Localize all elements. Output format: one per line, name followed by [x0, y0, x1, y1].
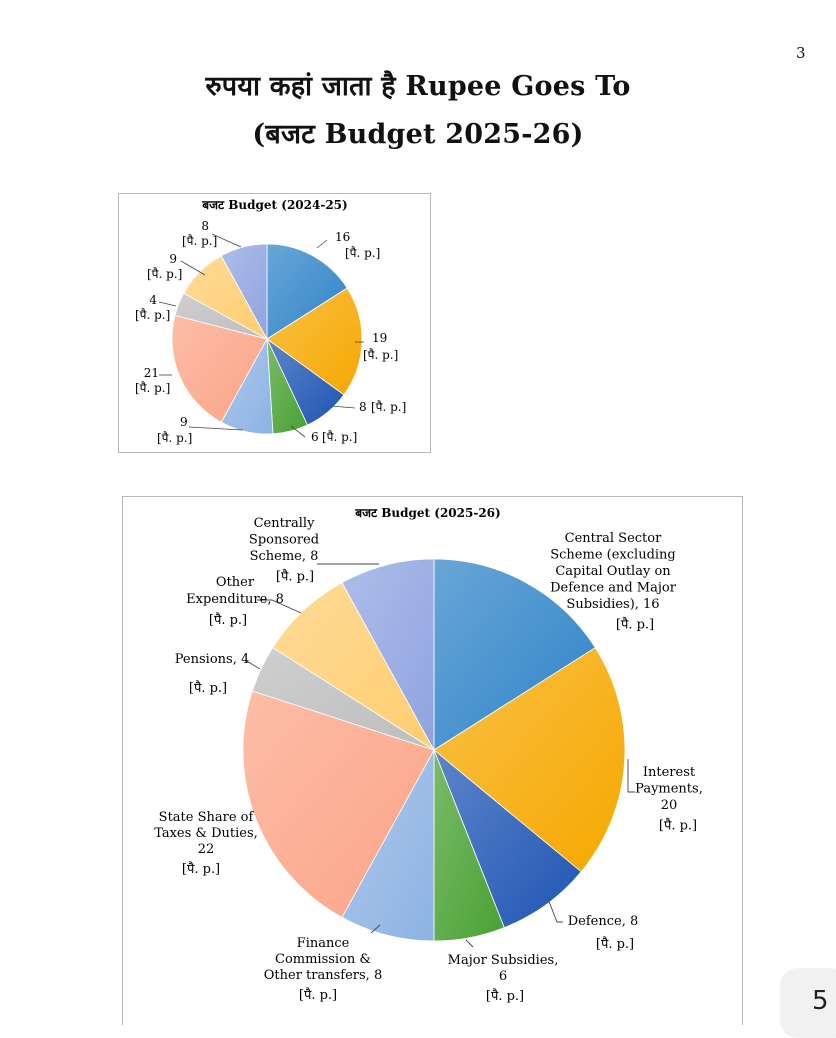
slice-label-1-line-6: [पै. p.] [616, 617, 654, 633]
slice-label-3: Defence, 8 [पै. p.] [568, 914, 639, 952]
pie-slice-9 [220, 243, 268, 340]
slice-label-9-line-1: Centrally [254, 516, 316, 531]
slice-label-4: Major Subsidies,6 [पै. p.] [448, 953, 559, 1004]
slice-label-1-line-4: Defence and Major [550, 581, 677, 596]
slice-label-5-line-4: [पै. p.] [299, 987, 337, 1003]
pie-chart-2024-25: बजट Budget (2024-25) 16 [पै. p.] 19 [पै. p.… [135, 198, 406, 445]
slice-label-5-line-3: Other transfers, 8 [264, 968, 382, 983]
leader-line-7 [244, 659, 261, 670]
slice-value-label-6: 21 [144, 366, 159, 380]
page-subtitle: (बजट Budget 2025-26) [252, 119, 584, 150]
slice-unit-label-3: [पै. p.] [371, 400, 406, 414]
slice-unit-label-4: [पै. p.] [322, 430, 357, 444]
pie-slice-2 [433, 647, 626, 873]
slice-label-5-line-1: Finance [297, 936, 350, 951]
slice-label-6-line-4: [पै. p.] [182, 861, 220, 877]
slice-label-5-line-2: Commission & [275, 952, 371, 967]
pie-slice-9 [341, 558, 435, 751]
slice-label-3-line-1: Defence, 8 [568, 914, 639, 929]
slice-unit-label-6: [पै. p.] [135, 381, 170, 395]
leader-line-4 [465, 939, 474, 948]
slice-label-2-line-2: Payments, [635, 782, 703, 797]
slice-label-8: Other Expenditure, 8 [पै. p.] [186, 575, 284, 628]
pie-chart-2025-26: बजट Budget (2025-26) Central Sector Schem… [154, 506, 703, 1004]
slice-label-2-line-1: Interest [643, 765, 696, 780]
slice-label-6-line-3: 22 [198, 842, 215, 857]
slice-value-label-8: 9 [169, 252, 177, 266]
pie-slice-3 [433, 749, 582, 929]
leader-line-3 [547, 898, 563, 923]
page-badge: 5 [780, 968, 836, 1038]
slice-label-8-line-2: Expenditure, 8 [186, 592, 284, 607]
slice-value-label-4: 6 [311, 430, 319, 444]
slice-label-1-line-2: Scheme (excluding [550, 548, 676, 563]
leader-line-8 [257, 599, 302, 614]
slice-label-6-line-1: State Share of [159, 810, 255, 825]
leader-line-1 [316, 239, 328, 249]
slice-unit-label-8: [पै. p.] [147, 267, 182, 281]
pie-slice-1 [266, 243, 348, 340]
chart-title-2024-25: बजट Budget (2024-25) [201, 198, 347, 212]
leader-line-5 [370, 924, 381, 934]
slice-label-3-line-2: [पै. p.] [596, 936, 634, 952]
slice-label-1-line-3: Capital Outlay on [555, 564, 671, 579]
slice-value-label-1: 16 [335, 230, 350, 244]
chart-2024-25-panel: बजट Budget (2024-25) 16 [पै. p.] 19 [पै. p.… [118, 193, 431, 453]
slice-label-8-line-3: [पै. p.] [209, 612, 247, 628]
slice-label-1-line-1: Central Sector [565, 531, 662, 546]
slice-label-7-line-1: Pensions, 4 [175, 652, 249, 667]
slice-label-2: Interest Payments,20 [पै. p.] [635, 765, 703, 834]
slice-unit-label-7: [पै. p.] [135, 308, 170, 322]
leader-line-4 [290, 425, 306, 438]
slice-value-label-2: 19 [372, 331, 387, 345]
slice-label-2-line-3: 20 [661, 798, 678, 813]
slice-unit-label-5: [पै. p.] [157, 431, 192, 445]
slice-value-label-7: 4 [149, 293, 157, 307]
pie-slice-5 [341, 749, 435, 942]
leader-line-2 [627, 759, 635, 793]
slice-label-7: Pensions, 4 [पै. p.] [175, 652, 249, 696]
slice-unit-label-9: [पै. p.] [182, 234, 217, 248]
slice-label-2-line-4: [पै. p.] [659, 818, 697, 834]
slice-label-9-line-2: Sponsored [249, 533, 319, 548]
leader-line-8 [180, 260, 206, 276]
slice-label-9-line-4: [पै. p.] [276, 569, 314, 585]
slice-unit-label-1: [पै. p.] [345, 246, 380, 260]
slice-value-label-9: 8 [201, 219, 209, 233]
slice-label-4-line-1: Major Subsidies, [448, 953, 559, 968]
leader-line-3 [330, 405, 356, 409]
slice-label-8-line-1: Other [216, 575, 255, 590]
pie-slice-6 [171, 314, 268, 423]
slice-label-7-line-2: [पै. p.] [189, 680, 227, 696]
pie-slice-6 [242, 690, 435, 918]
slice-label-9-line-3: Scheme, 8 [250, 549, 319, 564]
slice-value-label-3: 8 [359, 400, 367, 414]
page-title: रुपया कहां जाता है Rupee Goes To [205, 71, 631, 102]
leader-line-5 [188, 426, 244, 431]
pie-slice-8 [272, 582, 435, 751]
slice-label-6-line-2: Taxes & Duties, [154, 826, 258, 841]
page-number: 3 [796, 44, 806, 62]
slice-label-1-line-5: Subsidies), 16 [566, 597, 659, 612]
pie-slice-1 [433, 558, 596, 751]
slice-value-label-5: 9 [180, 415, 188, 429]
chart-2025-26-panel: बजट Budget (2025-26) Central Sector Schem… [122, 496, 743, 1025]
leader-line-7 [158, 301, 177, 307]
leader-line-9 [211, 233, 242, 248]
slice-label-4-line-2: 6 [499, 969, 507, 984]
page-badge-number: 5 [812, 986, 829, 1016]
chart-title-2025-26: बजट Budget (2025-26) [354, 506, 500, 520]
slice-label-4-line-3: [पै. p.] [486, 988, 524, 1004]
slice-unit-label-2: [पै. p.] [363, 348, 398, 362]
